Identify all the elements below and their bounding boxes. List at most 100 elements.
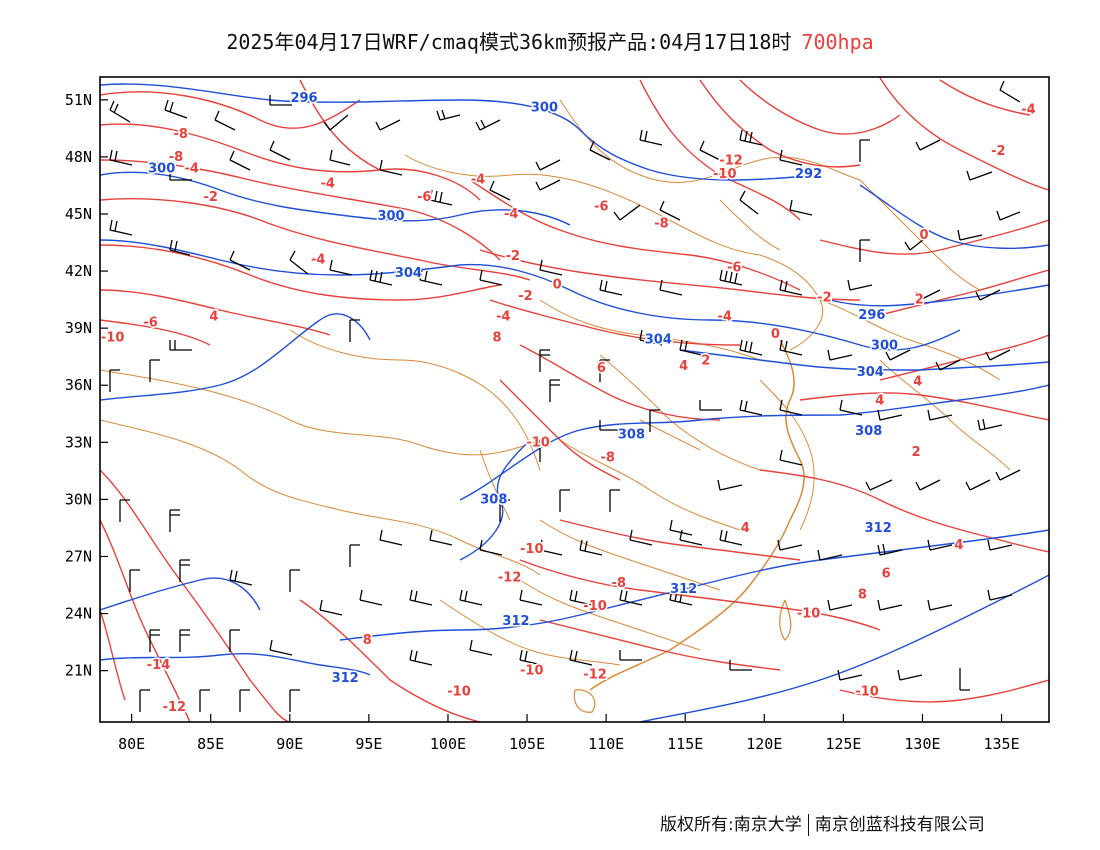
- border-lines: [100, 99, 1011, 666]
- height-contour-label: 300: [148, 161, 175, 176]
- height-contour-label: 312: [332, 671, 359, 686]
- map-plot-area: [100, 77, 1049, 722]
- temperature-contour-label: -10: [520, 542, 544, 557]
- height-contour-label: 304: [395, 266, 422, 281]
- height-contour-label: 308: [618, 428, 645, 443]
- x-tick-label: 90E: [276, 735, 303, 753]
- footer: 版权所有:南京大学 南京创蓝科技有限公司: [660, 810, 985, 836]
- y-tick-label: 39N: [65, 319, 92, 337]
- temperature-contour-label: -4: [504, 207, 518, 222]
- wind-barbs: [109, 80, 1021, 712]
- temperature-contour-label: -4: [311, 253, 325, 268]
- temperature-contour-label: -10: [583, 599, 607, 614]
- temperature-contour-label: -2: [518, 289, 532, 304]
- height-contour-label: 304: [857, 365, 884, 380]
- y-tick-label: 36N: [65, 376, 92, 394]
- temperature-contour-label: 4: [209, 310, 218, 325]
- temperature-contour-label: -2: [506, 249, 520, 264]
- temperature-contour-label: 4: [913, 374, 922, 389]
- x-tick-label: 100E: [430, 735, 466, 753]
- longitude-axis: 80E 85E 90E 95E 100E 105E 110E 115E 120E 125E 130E…: [118, 714, 1020, 753]
- temperature-contour-label: 6: [882, 567, 891, 582]
- height-contour-label: 296: [858, 308, 885, 323]
- temperature-contour-label: -10: [101, 331, 125, 346]
- height-contour-label: 300: [377, 209, 404, 224]
- pressure-level: 700hpa: [801, 30, 874, 54]
- height-contour-label: 308: [480, 492, 507, 507]
- temperature-contour-label: -6: [594, 199, 608, 214]
- temperature-contour-label: -10: [520, 664, 544, 679]
- x-tick-label: 130E: [904, 735, 940, 753]
- temperature-contour-label: 0: [920, 228, 929, 243]
- footer-separator: [807, 814, 809, 836]
- latitude-axis: 51N 48N 45N 42N 39N 36N 33N 30N 27N 24N 21N: [65, 91, 108, 680]
- temperature-contour-label: -6: [727, 260, 741, 275]
- y-tick-label: 27N: [65, 547, 92, 565]
- temperature-contour-label: -6: [417, 190, 431, 205]
- height-contour-label: 292: [795, 167, 822, 182]
- temperature-contour-labels: -8-8-4-4-2 -6-4-4-6-8-12-10-4-20-4 -2-60-2…: [100, 101, 1037, 716]
- height-contour-label: 312: [865, 521, 892, 536]
- hainan-outline: [573, 689, 596, 713]
- temperature-contour-label: -12: [583, 667, 607, 682]
- temperature-contour-label: -10: [855, 685, 879, 700]
- temperature-contour-label: -8: [169, 150, 183, 165]
- height-contours: [100, 83, 1049, 722]
- temperature-contour-label: -4: [1021, 102, 1035, 117]
- x-tick-label: 80E: [118, 735, 145, 753]
- map-content: 296 300 300 300 292 304 296 304 300 304 308 308 308 3…: [100, 77, 1049, 722]
- x-tick-label: 105E: [509, 735, 545, 753]
- temperature-contour-label: 0: [553, 277, 562, 292]
- temperature-contour-label: 6: [597, 361, 606, 376]
- temperature-contour-label: -12: [163, 700, 187, 715]
- y-tick-label: 33N: [65, 433, 92, 451]
- temperature-contour-label: 8: [363, 633, 372, 648]
- temperature-contour-label: -10: [447, 685, 471, 700]
- temperature-contour-label: 0: [771, 327, 780, 342]
- temperature-contour-label: 2: [915, 293, 924, 308]
- height-contour-label: 312: [502, 614, 529, 629]
- temperature-contour-label: 2: [701, 353, 710, 368]
- height-contour-label: 300: [531, 100, 558, 115]
- coastline: [589, 339, 805, 691]
- temperature-contour-label: -12: [498, 570, 522, 585]
- y-tick-label: 30N: [65, 490, 92, 508]
- temperature-contour-label: 2: [912, 445, 921, 460]
- height-contour-label: 312: [670, 582, 697, 597]
- temperature-contour-label: 4: [875, 393, 884, 408]
- y-tick-label: 24N: [65, 605, 92, 623]
- x-tick-label: 115E: [667, 735, 703, 753]
- chart-title-main: 2025年04月17日WRF/cmaq模式36km预报产品:04月17日18时: [226, 30, 792, 54]
- temperature-contour-label: 8: [492, 331, 501, 346]
- temperature-contour-label: -10: [713, 167, 737, 182]
- temperature-contour-label: -8: [612, 576, 626, 591]
- chart-title: 2025年04月17日WRF/cmaq模式36km预报产品:04月17日18时 7…: [0, 26, 1100, 55]
- temperature-contour-label: -8: [600, 451, 614, 466]
- temperature-contour-label: -8: [173, 127, 187, 142]
- temperature-contour-label: -4: [718, 310, 732, 325]
- temperature-contour-label: -6: [143, 315, 157, 330]
- height-contour-label: 300: [871, 338, 898, 353]
- y-tick-label: 42N: [65, 262, 92, 280]
- temperature-contour-label: -2: [991, 144, 1005, 159]
- temperature-contour-label: 4: [679, 359, 688, 374]
- copyright-text: 版权所有:南京大学: [660, 815, 802, 835]
- company-name: 南京创蓝科技有限公司: [814, 815, 985, 835]
- height-contour-label: 308: [855, 424, 882, 439]
- y-tick-label: 51N: [65, 91, 92, 109]
- x-tick-label: 135E: [983, 735, 1019, 753]
- temperature-contour-label: -2: [203, 190, 217, 205]
- x-tick-label: 85E: [197, 735, 224, 753]
- x-tick-label: 95E: [355, 735, 382, 753]
- y-tick-label: 21N: [65, 662, 92, 680]
- x-tick-label: 125E: [825, 735, 861, 753]
- taiwan-outline: [779, 599, 792, 641]
- y-tick-label: 45N: [65, 205, 92, 223]
- temperature-contours: [100, 77, 1049, 722]
- temperature-contour-label: -2: [817, 291, 831, 306]
- temperature-contour-label: -4: [471, 173, 485, 188]
- map-frame: [99, 76, 1050, 723]
- height-contour-labels: 296 300 300 300 292 304 296 304 300 304 308 308 308 3…: [147, 89, 900, 687]
- temperature-contour-label: -4: [185, 161, 199, 176]
